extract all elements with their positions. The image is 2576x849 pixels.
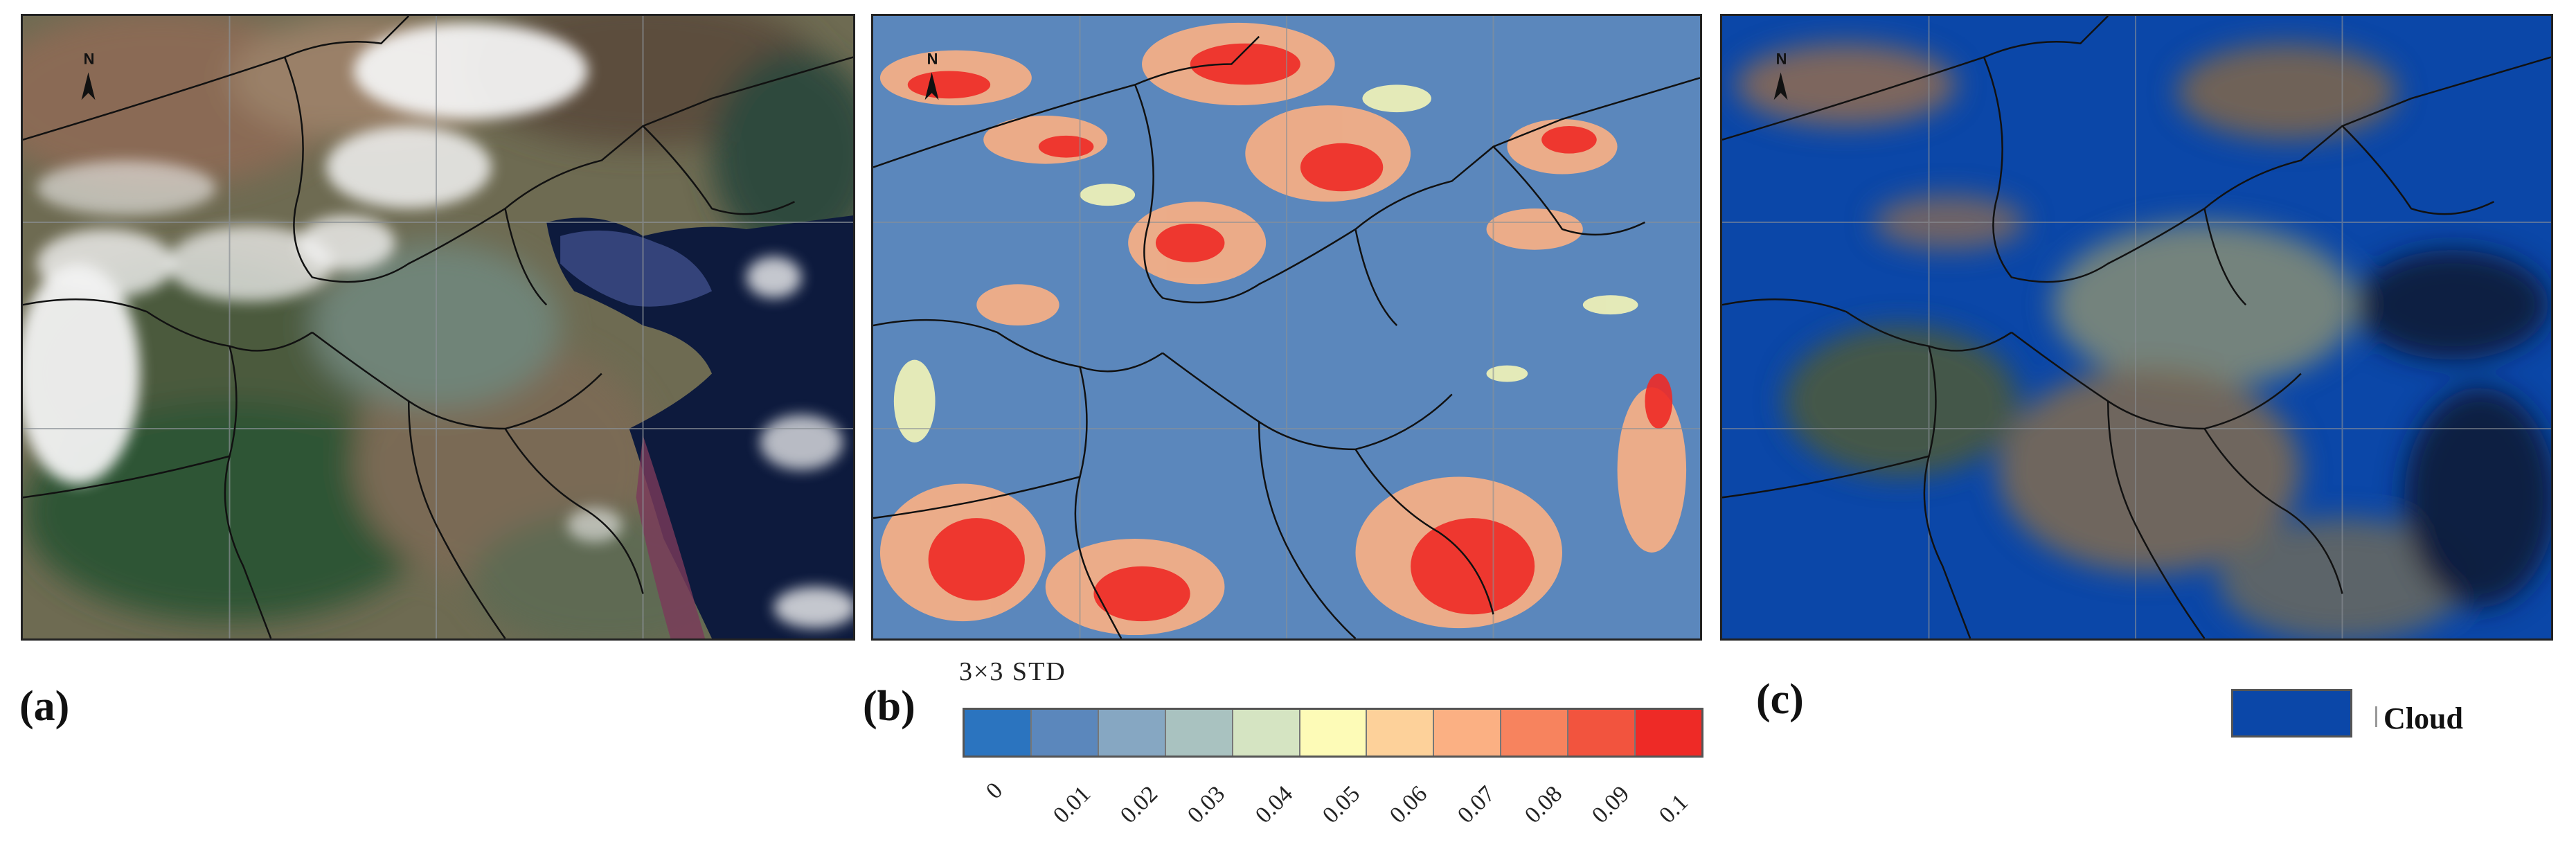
colorbar-tick-label: 0.05	[1318, 780, 1366, 829]
cloud-legend-divider	[2375, 706, 2377, 727]
colorbar-cell-3	[1165, 710, 1233, 756]
colorbar-cell-9	[1568, 710, 1636, 756]
colorbar-tick-label: 0.08	[1519, 780, 1568, 829]
colorbar-cell-0	[965, 710, 1032, 756]
colorbar-cell-4	[1233, 710, 1300, 756]
std-legend-title: 3×3 STD	[959, 657, 1066, 686]
panel-label-b: (b)	[863, 683, 915, 730]
colorbar-tick-label: 0.03	[1183, 780, 1231, 829]
colorbar-tick-label: 0.04	[1250, 780, 1298, 829]
panel-c-cloud-mask-map: N	[1720, 14, 2553, 641]
colorbar-cell-6	[1367, 710, 1435, 756]
boundaries-c	[1722, 16, 2551, 638]
north-arrow-b: N	[924, 51, 939, 100]
std-colorbar	[963, 708, 1703, 758]
panel-label-c: (c)	[1756, 676, 1804, 723]
colorbar-cell-8	[1501, 710, 1569, 756]
cloud-legend-swatch	[2231, 689, 2352, 738]
north-arrow-a: N	[81, 51, 96, 100]
sea-a	[546, 215, 853, 638]
colorbar-cell-2	[1098, 710, 1166, 756]
north-arrow-c: N	[1773, 51, 1788, 100]
graticule-b	[873, 16, 1700, 638]
colorbar-cell-7	[1434, 710, 1502, 756]
map-b-svg: N	[873, 16, 1700, 638]
colorbar-cell-5	[1300, 710, 1368, 756]
graticule-a	[23, 16, 853, 638]
boundaries-a	[23, 16, 853, 638]
graticule-c	[1722, 16, 2551, 638]
colorbar-cell-1	[1031, 710, 1099, 756]
panel-label-a: (a)	[19, 683, 70, 730]
colorbar-tick-label: 0.02	[1116, 780, 1163, 829]
cloud-legend-label: Cloud	[2383, 701, 2463, 735]
colorbar-tick-label: 0.06	[1385, 780, 1433, 829]
colorbar-tick-label: 0.07	[1452, 780, 1500, 829]
colorbar-tick-label: 0.1	[1654, 789, 1694, 829]
std-texture-b	[879, 22, 1687, 636]
colorbar-cell-10	[1636, 710, 1701, 756]
colorbar-tick-label: 0.09	[1587, 780, 1635, 829]
boundaries-b	[873, 35, 1700, 638]
colorbar-tick-label: 0.01	[1048, 780, 1096, 829]
svg-text:N: N	[1776, 51, 1787, 68]
map-a-svg: N	[23, 16, 853, 638]
map-c-svg: N	[1722, 16, 2551, 638]
colorbar-tick-label: 0	[981, 777, 1008, 805]
svg-text:N: N	[927, 51, 938, 68]
panel-b-std-map: N	[871, 14, 1702, 641]
svg-text:N: N	[84, 51, 95, 68]
panel-a-true-color-map: N	[21, 14, 855, 641]
